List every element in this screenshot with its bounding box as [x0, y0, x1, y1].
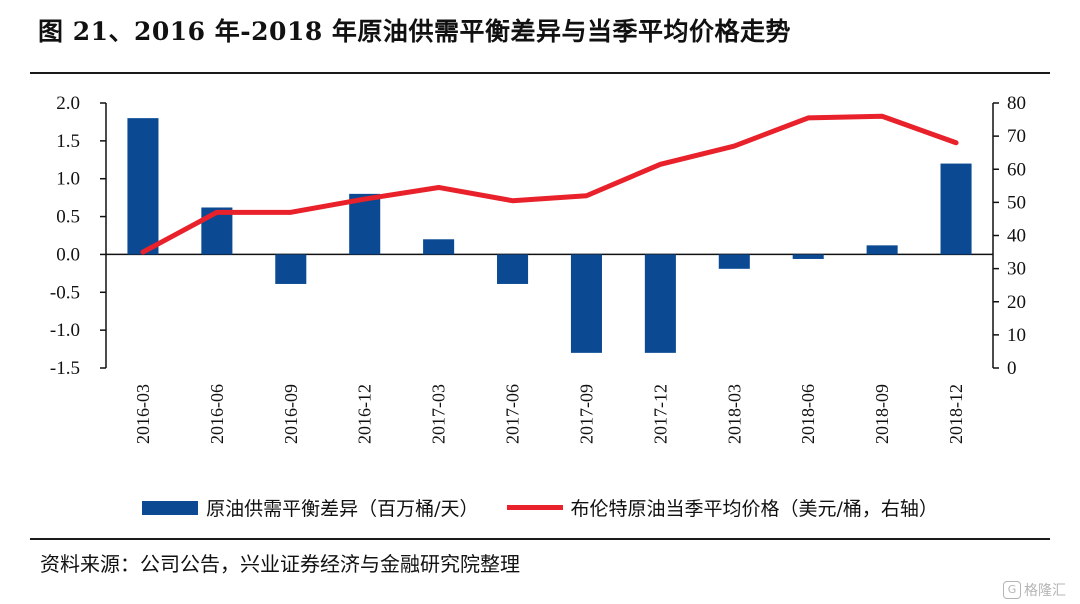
bar-2018-03 — [718, 254, 750, 269]
bar-2017-12 — [644, 254, 676, 353]
bar-2017-03 — [423, 239, 455, 255]
price-line — [140, 113, 959, 255]
source-rule — [30, 538, 1050, 540]
right-tick-label: 70 — [1007, 126, 1026, 147]
right-tick-label: 20 — [1007, 292, 1026, 313]
x-tick-label: 2017-06 — [503, 384, 523, 444]
left-tick-label: 2.0 — [56, 93, 80, 114]
legend-item-line: 布伦特原油当季平均价格（美元/桶，右轴） — [506, 494, 938, 521]
x-tick-label: 2016-09 — [281, 384, 301, 444]
right-tick-label: 80 — [1007, 93, 1026, 114]
left-tick-label: -1.5 — [50, 358, 80, 379]
legend-bar-swatch — [142, 500, 199, 515]
x-tick-label: 2017-12 — [650, 384, 670, 444]
x-tick-label: 2016-06 — [207, 384, 227, 444]
right-tick-label: 40 — [1007, 226, 1026, 247]
right-tick-label: 30 — [1007, 259, 1026, 280]
bar-2016-09 — [275, 254, 307, 284]
x-tick-label: 2017-09 — [576, 384, 596, 444]
chart-svg: -1.5 -1.0 -0.5 0.0 0.5 1.0 1.5 2.0 0 10 20 30 40 50 60… — [50, 93, 1026, 444]
chart-title: 图 21、2016 年-2018 年原油供需平衡差异与当季平均价格走势 — [38, 17, 791, 46]
bar-2016-12 — [349, 193, 381, 255]
right-tick-label: 10 — [1007, 325, 1026, 346]
right-tick-label: 0 — [1007, 358, 1017, 379]
bar-2017-06 — [497, 254, 529, 284]
bar-2018-09 — [866, 245, 898, 255]
right-tick-label: 50 — [1007, 192, 1026, 213]
bar-2018-06 — [792, 254, 824, 259]
legend-line-label: 布伦特原油当季平均价格（美元/桶，右轴） — [570, 498, 938, 520]
left-tick-label: 0.5 — [56, 207, 80, 228]
source-note: 资料来源：公司公告，兴业证券经济与金融研究院整理 — [40, 552, 520, 576]
right-tick-label: 60 — [1007, 159, 1026, 180]
left-tick-label: 1.5 — [56, 131, 80, 152]
watermark-logo-icon: G — [1003, 581, 1021, 599]
x-tick-label: 2016-03 — [133, 384, 153, 444]
left-tick-label: -0.5 — [50, 282, 80, 303]
x-tick-label: 2016-12 — [355, 384, 375, 444]
x-tick-label: 2017-03 — [429, 384, 449, 444]
bar-2016-03 — [127, 118, 159, 255]
title-rule — [30, 72, 1050, 74]
x-tick-label: 2018-06 — [798, 384, 818, 444]
x-tick-label: 2018-03 — [724, 384, 744, 444]
x-tick-label: 2018-12 — [946, 384, 966, 444]
legend-line-swatch — [506, 505, 563, 510]
x-tick-label: 2018-09 — [872, 384, 892, 444]
left-tick-label: -1.0 — [50, 320, 80, 341]
watermark-text: 格隆汇 — [1024, 583, 1066, 599]
legend-bar-label: 原油供需平衡差异（百万桶/天） — [206, 498, 479, 520]
chart-legend: 原油供需平衡差异（百万桶/天） 布伦特原油当季平均价格（美元/桶，右轴） — [0, 494, 1080, 521]
watermark: G 格隆汇 — [1003, 580, 1066, 600]
left-tick-label: 0.0 — [56, 244, 80, 265]
bar-2017-09 — [570, 254, 602, 353]
legend-item-bar: 原油供需平衡差异（百万桶/天） — [142, 494, 479, 521]
bar-2018-12 — [940, 163, 972, 255]
left-tick-label: 1.0 — [56, 169, 80, 190]
